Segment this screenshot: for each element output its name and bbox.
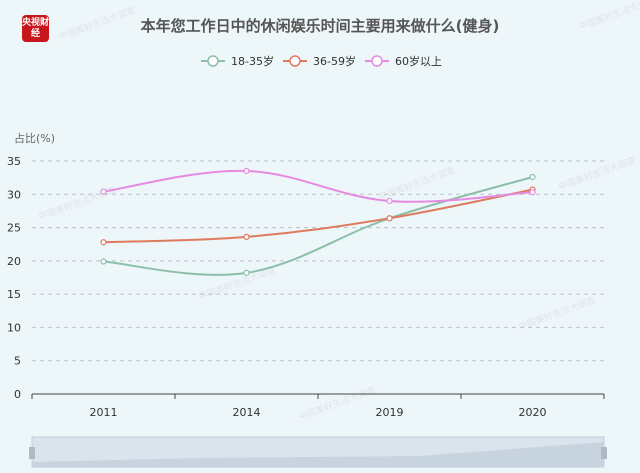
watermark-text: 中国美好生活大调查 [577, 0, 640, 33]
zoom-handle-right[interactable] [601, 447, 607, 459]
data-point[interactable] [243, 233, 250, 240]
legend: 18-35岁 36-59岁 60岁以上 [201, 54, 442, 68]
legend-marker [371, 55, 383, 67]
data-point[interactable] [529, 173, 536, 181]
series-2 [100, 186, 536, 246]
watermark-text: 中国美好生活大调查 [297, 384, 377, 423]
series-line [103, 176, 533, 276]
legend-label: 36-59岁 [313, 54, 356, 68]
series-line [103, 188, 533, 244]
y-tick-label: 20 [7, 255, 21, 268]
zoom-slider-preview [32, 442, 604, 467]
data-point[interactable] [243, 269, 250, 276]
brand-logo-text: 央视财经 [22, 17, 50, 39]
legend-marker [207, 55, 219, 67]
legend-item-2[interactable]: 36-59岁 [283, 54, 356, 68]
watermark-text: 中国美好生活大调查 [377, 164, 457, 203]
data-zoom-slider[interactable] [29, 436, 607, 468]
y-tick-label: 0 [14, 388, 21, 401]
x-tick-label: 2011 [90, 406, 118, 419]
brand-logo: 央视财经 [22, 15, 49, 42]
y-tick-label: 5 [14, 355, 21, 368]
y-tick-label: 25 [7, 222, 21, 235]
watermark-text: 中国美好生活大调查 [57, 4, 137, 43]
y-tick-label: 30 [7, 188, 21, 201]
y-tick-label: 10 [7, 321, 21, 334]
data-point[interactable] [100, 188, 107, 195]
series-layer [100, 167, 536, 276]
series-3 [100, 167, 536, 205]
y-tick-label: 35 [7, 155, 21, 168]
grid-layer [32, 160, 604, 362]
series-1 [100, 173, 536, 276]
legend-item-1[interactable]: 18-35岁 [201, 54, 274, 68]
data-point[interactable] [100, 258, 107, 265]
legend-marker [289, 55, 301, 67]
data-point[interactable] [243, 167, 250, 175]
legend-label: 60岁以上 [395, 54, 442, 68]
series-line [103, 169, 533, 203]
legend-item-3[interactable]: 60岁以上 [365, 54, 442, 68]
x-tick-label: 2020 [519, 406, 547, 419]
data-point[interactable] [100, 239, 107, 246]
chart-title: 本年您工作日中的休闲娱乐时间主要用来做什么(健身) [140, 17, 500, 35]
legend-label: 18-35岁 [231, 54, 274, 68]
x-tick-label: 2014 [233, 406, 261, 419]
watermark-text: 中国美好生活大调查 [557, 154, 637, 193]
axis-layer: 0 5 10 15 20 25 30 35 占比(%) 2011 2014 2019 2020 [7, 131, 605, 419]
data-point[interactable] [386, 215, 393, 222]
data-point[interactable] [529, 189, 536, 196]
y-tick-label: 15 [7, 288, 21, 301]
x-tick-label: 2019 [376, 406, 404, 419]
zoom-handle-left[interactable] [29, 447, 35, 459]
data-point[interactable] [386, 197, 393, 205]
y-axis-label: 占比(%) [14, 131, 55, 145]
